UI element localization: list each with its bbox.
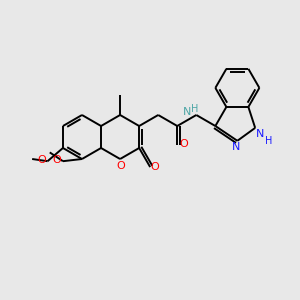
Text: H: H — [266, 136, 273, 146]
Text: O: O — [52, 155, 61, 165]
Text: N: N — [256, 129, 264, 139]
Text: H: H — [190, 104, 198, 114]
Text: N: N — [183, 107, 191, 117]
Text: O: O — [37, 155, 46, 165]
Text: O: O — [179, 139, 188, 149]
Text: O: O — [151, 162, 160, 172]
Text: O: O — [117, 161, 125, 171]
Text: N: N — [232, 142, 241, 152]
